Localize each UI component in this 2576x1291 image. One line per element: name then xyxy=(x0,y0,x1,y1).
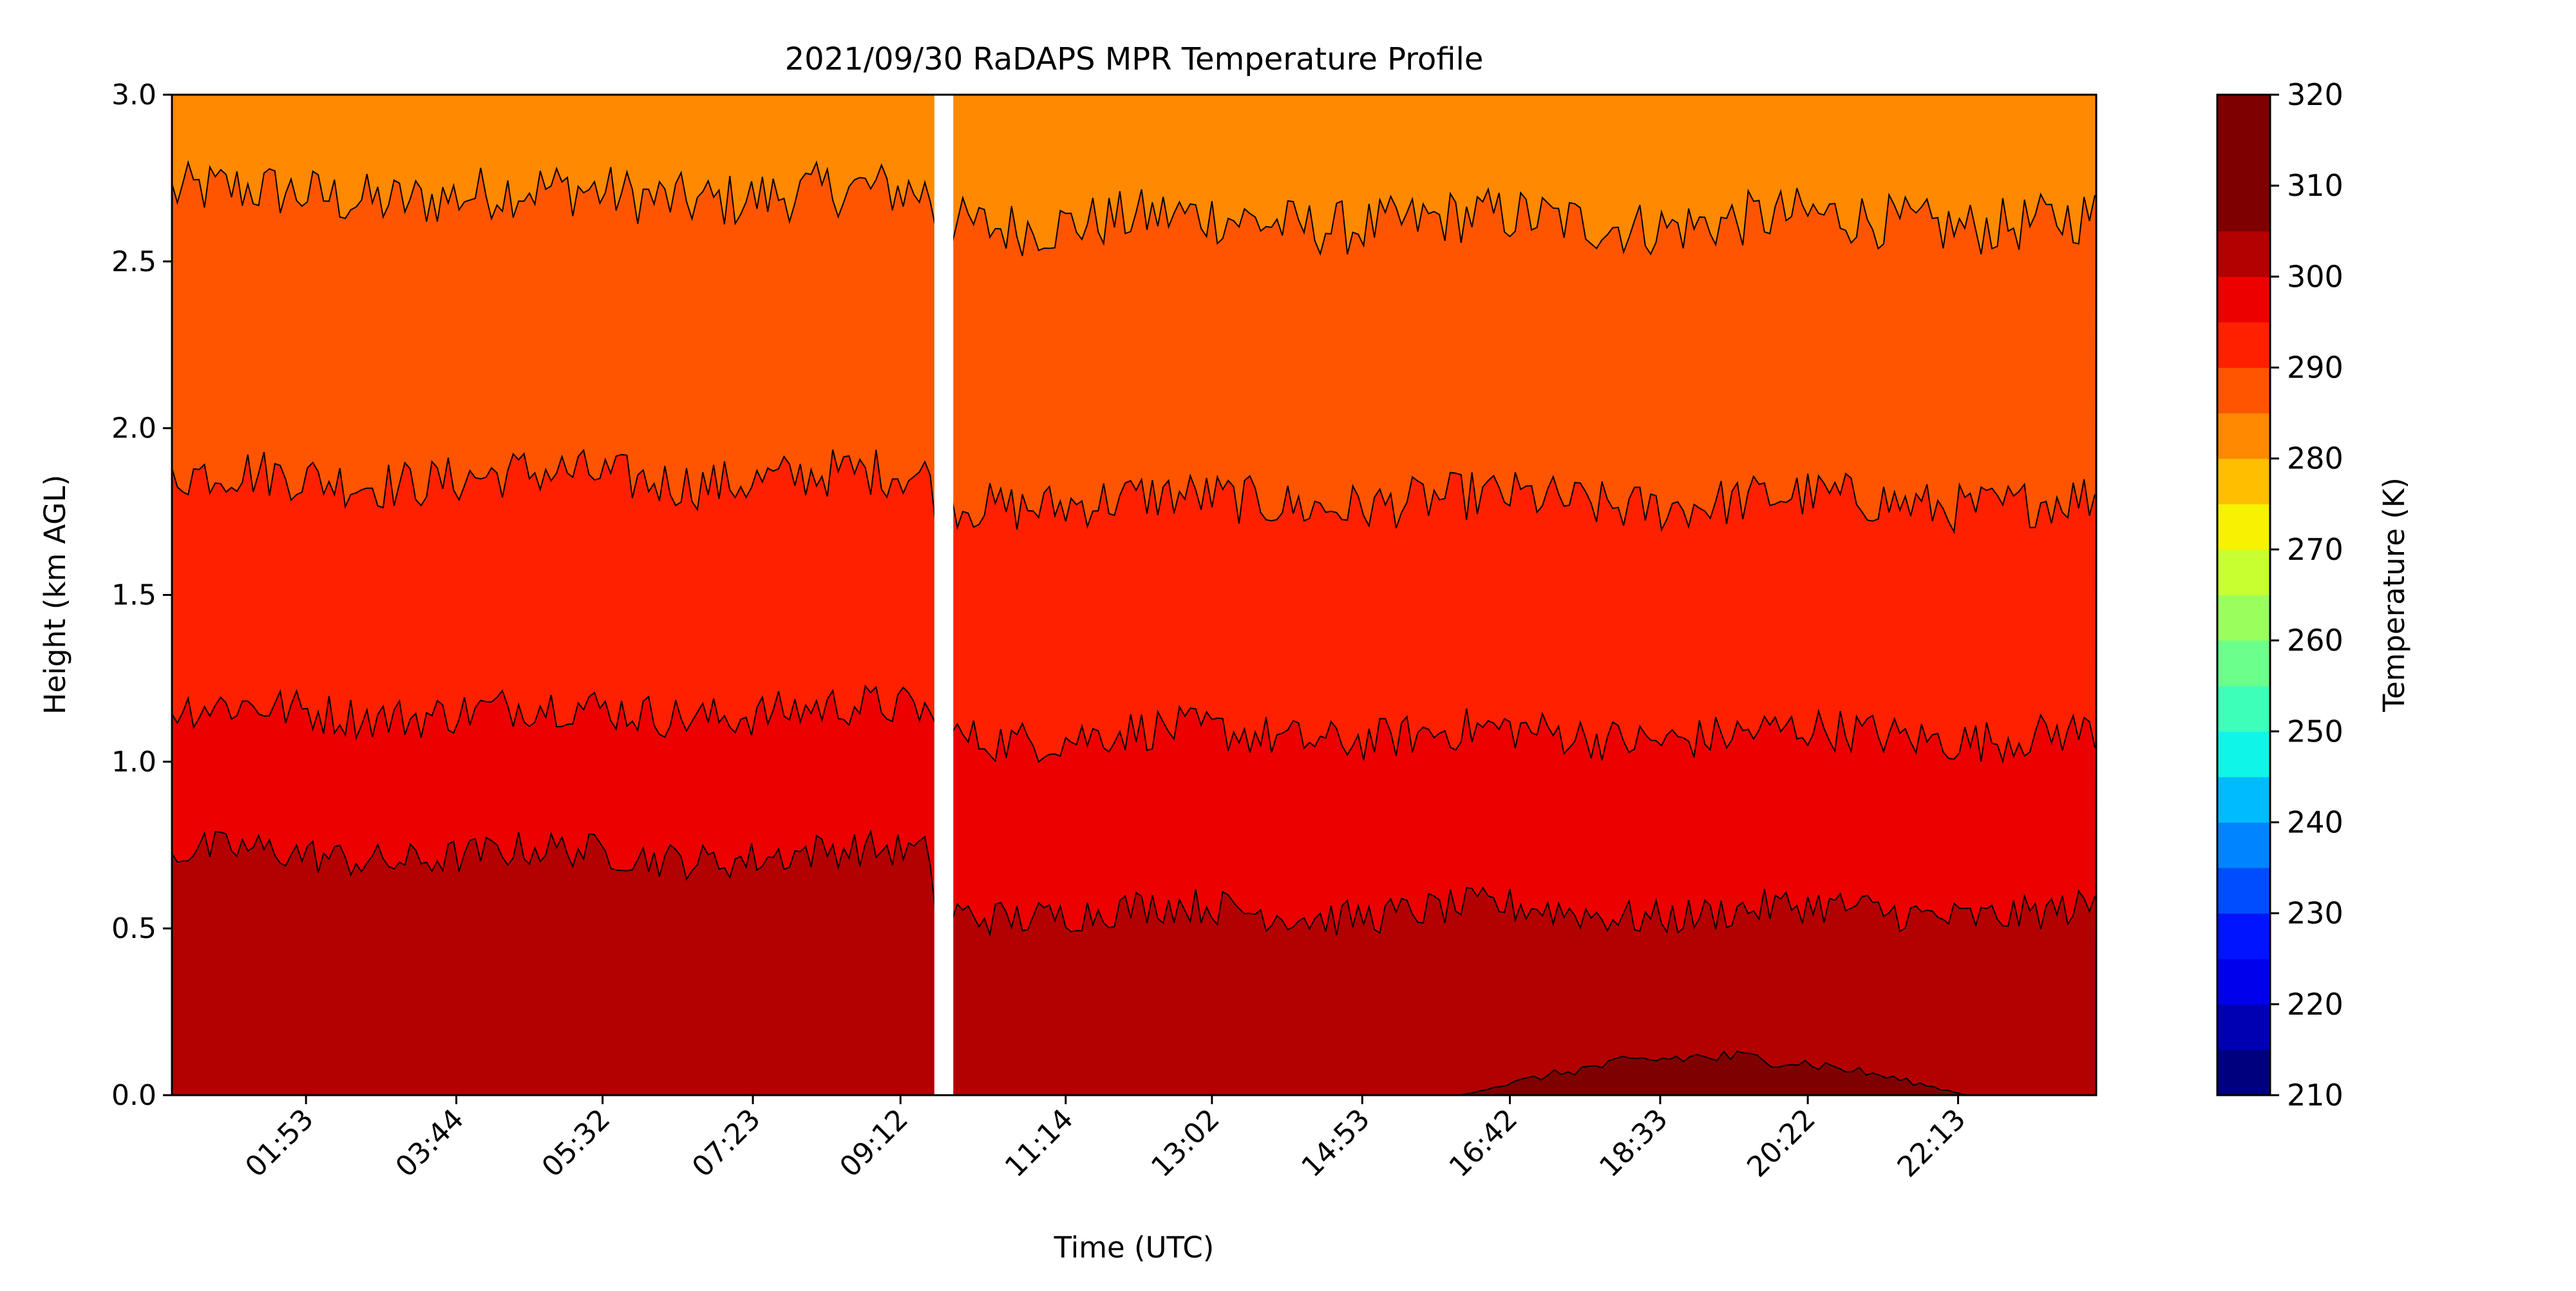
colorbar-tick-label: 220 xyxy=(2287,987,2344,1022)
colorbar-label: Temperature (K) xyxy=(2377,477,2411,712)
y-tick-label: 2.0 xyxy=(111,412,156,445)
x-tick-label: 07:23 xyxy=(686,1103,767,1184)
y-tick-label: 1.0 xyxy=(111,745,156,778)
x-tick-label: 05:32 xyxy=(536,1103,617,1184)
colorbar-tick-label: 260 xyxy=(2287,623,2344,658)
y-tick-label: 0.5 xyxy=(111,912,156,945)
colorbar-tick-label: 250 xyxy=(2287,714,2344,749)
colorbar-swatch xyxy=(2217,1049,2270,1096)
colorbar-swatch xyxy=(2217,1004,2270,1050)
x-tick-label: 20:22 xyxy=(1741,1103,1822,1184)
y-tick-label: 1.5 xyxy=(111,579,156,612)
x-tick-label: 22:13 xyxy=(1891,1103,1973,1184)
colorbar-tick-label: 310 xyxy=(2287,168,2344,203)
y-tick-label: 0.0 xyxy=(111,1079,156,1112)
surface-warm-layer xyxy=(1459,1050,1968,1095)
data-gap xyxy=(934,95,954,1095)
colorbar-swatch xyxy=(2217,95,2270,141)
colorbar-tick-label: 230 xyxy=(2287,896,2344,931)
colorbar-swatch xyxy=(2217,868,2270,914)
colorbar-swatch xyxy=(2217,458,2270,504)
chart-title: 2021/09/30 RaDAPS MPR Temperature Profil… xyxy=(785,41,1484,77)
x-tick-label: 16:42 xyxy=(1443,1103,1524,1184)
colorbar-tick-label: 210 xyxy=(2287,1078,2344,1113)
x-tick-label: 11:14 xyxy=(999,1103,1080,1184)
colorbar-swatch xyxy=(2217,186,2270,232)
x-tick-label: 14:53 xyxy=(1295,1103,1376,1184)
y-tick-label: 2.5 xyxy=(111,245,156,278)
colorbar-swatch xyxy=(2217,321,2270,368)
x-tick-label: 09:12 xyxy=(833,1103,914,1184)
x-tick-label: 18:33 xyxy=(1593,1103,1674,1184)
colorbar-swatch xyxy=(2217,822,2270,868)
colorbar-swatch xyxy=(2217,776,2270,823)
x-tick-label: 13:02 xyxy=(1145,1103,1226,1184)
colorbar-frame xyxy=(2216,93,2271,1096)
colorbar-tick-label: 280 xyxy=(2287,441,2344,476)
colorbar-swatch xyxy=(2217,959,2270,1005)
colorbar-swatch xyxy=(2217,276,2270,323)
colorbar-swatch xyxy=(2217,640,2270,687)
colorbar-tick-label: 240 xyxy=(2287,805,2344,839)
colorbar-tick-label: 300 xyxy=(2287,259,2344,294)
colorbar-swatch xyxy=(2217,731,2270,778)
isotherm-line-290K xyxy=(172,448,2096,534)
x-axis-label: Time (UTC) xyxy=(1054,1230,1215,1265)
colorbar-tick-label: 270 xyxy=(2287,532,2344,567)
colorbar-swatch xyxy=(2217,413,2270,459)
isotherm-line-300K xyxy=(172,829,2096,937)
colorbar-swatch xyxy=(2217,685,2270,732)
isotherm-line-295K xyxy=(172,684,2096,764)
colorbar-swatch xyxy=(2217,595,2270,641)
colorbar-swatch xyxy=(2217,367,2270,414)
colorbar-swatch xyxy=(2217,504,2270,550)
colorbar-tick-label: 320 xyxy=(2287,77,2344,112)
colorbar-swatch xyxy=(2217,231,2270,277)
y-tick-label: 3.0 xyxy=(111,79,156,111)
x-tick-label: 01:53 xyxy=(239,1103,320,1184)
colorbar-tick-label: 290 xyxy=(2287,350,2344,385)
colorbar-swatch xyxy=(2217,913,2270,959)
contour-band-300K xyxy=(172,831,2096,1095)
colorbar-swatch xyxy=(2217,549,2270,595)
isotherm-line-285K xyxy=(172,160,2096,256)
colorbar-swatch xyxy=(2217,140,2270,186)
x-tick-label: 03:44 xyxy=(390,1103,471,1184)
y-axis-label: Height (km AGL) xyxy=(38,475,72,714)
